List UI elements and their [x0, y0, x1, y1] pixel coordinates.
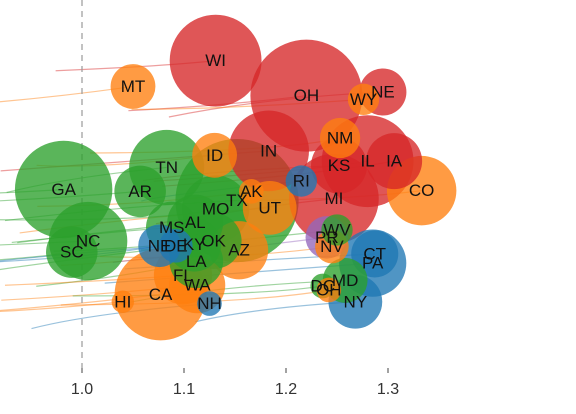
bubble-wv[interactable]	[321, 214, 353, 246]
bubble-de[interactable]	[159, 229, 193, 263]
bubble-label-ct: CT	[363, 244, 386, 263]
bubble-label-mt: MT	[121, 77, 146, 96]
bubble-oh2[interactable]	[316, 277, 342, 303]
bubble-label-tn: TN	[155, 158, 178, 177]
bubble-label-ok: OK	[201, 232, 226, 251]
bubble-label-ri: RI	[293, 172, 310, 191]
bubble-label-sc: SC	[60, 243, 84, 262]
bubble-hi[interactable]	[111, 290, 134, 313]
bubble-label-oh2: OH	[316, 280, 342, 299]
bubble-label-ia: IA	[386, 152, 403, 171]
bubble-label-al: AL	[185, 213, 206, 232]
bubble-label-pr: PR	[315, 228, 339, 247]
bubble-label-id: ID	[206, 146, 223, 165]
bubble-label-oh: OH	[294, 86, 320, 105]
bubble-wy[interactable]	[347, 83, 380, 116]
x-axis: 1.0 1.1 1.2 1.3	[71, 368, 399, 398]
bubble-label-tx: TX	[226, 191, 248, 210]
bubble-label-ca: CA	[149, 285, 173, 304]
bubble-label-wa: WA	[184, 276, 211, 295]
bubble-label-ky: KY	[183, 235, 206, 254]
bubble-label-ak: AK	[240, 182, 263, 201]
x-tick-label: 1.2	[275, 381, 297, 398]
bubble-label-ms: MS	[159, 218, 185, 237]
bubble-ak[interactable]	[239, 179, 264, 204]
x-tick-label: 1.1	[173, 381, 195, 398]
bubble-id[interactable]	[192, 132, 238, 178]
bubble-label-ga: GA	[51, 180, 76, 199]
bubble-sc[interactable]	[46, 226, 98, 278]
bubble-label-nv: NV	[320, 237, 344, 256]
bubble-label-fl: FL	[173, 266, 193, 285]
bubble-nh[interactable]	[197, 291, 222, 316]
bubble-label-nh: NH	[197, 294, 222, 313]
bubble-ia[interactable]	[366, 133, 423, 190]
bubble-label-wi: WI	[205, 51, 226, 70]
bubble-label-in: IN	[260, 141, 277, 160]
bubble-ar[interactable]	[114, 165, 166, 218]
bubble-label-ne2: NE	[148, 236, 172, 255]
bubble-label-hi: HI	[114, 292, 131, 311]
bubble-label-mi: MI	[324, 189, 343, 208]
bubble-label-az: AZ	[228, 241, 250, 260]
bubble-label-ne: NE	[371, 83, 395, 102]
bubble-wi[interactable]	[169, 14, 262, 107]
bubble-mt[interactable]	[110, 64, 156, 109]
bubble-label-nc: NC	[76, 232, 101, 251]
bubble-label-nm: NM	[327, 129, 353, 148]
bubble-layer	[14, 14, 457, 341]
x-tick-label: 1.0	[71, 381, 93, 398]
bubble-label-de: DE	[164, 236, 188, 255]
bubble-label-mo: MO	[202, 200, 229, 219]
bubble-label-wy: WY	[350, 90, 377, 109]
bubble-label-ny: NY	[344, 292, 368, 311]
bubble-ri[interactable]	[285, 165, 317, 197]
trail-line	[60, 289, 329, 306]
bubble-label-dc: DC	[310, 276, 335, 295]
bubble-nm[interactable]	[319, 117, 361, 159]
bubble-label-co: CO	[409, 181, 435, 200]
bubble-label-pa: PA	[362, 254, 384, 273]
bubble-label-il: IL	[361, 152, 375, 171]
bubble-label-ks: KS	[328, 156, 351, 175]
bubble-label-ut: UT	[258, 198, 281, 217]
bubble-label-wv: WV	[323, 221, 351, 240]
bubble-label-la: LA	[186, 252, 207, 271]
bubble-in[interactable]	[228, 110, 309, 192]
bubble-label-md: MD	[332, 271, 358, 290]
trail-line	[0, 85, 134, 103]
bubble-ct[interactable]	[351, 230, 399, 278]
trail-line	[0, 301, 123, 313]
bubble-label-ar: AR	[128, 182, 152, 201]
x-tick-label: 1.3	[377, 381, 399, 398]
